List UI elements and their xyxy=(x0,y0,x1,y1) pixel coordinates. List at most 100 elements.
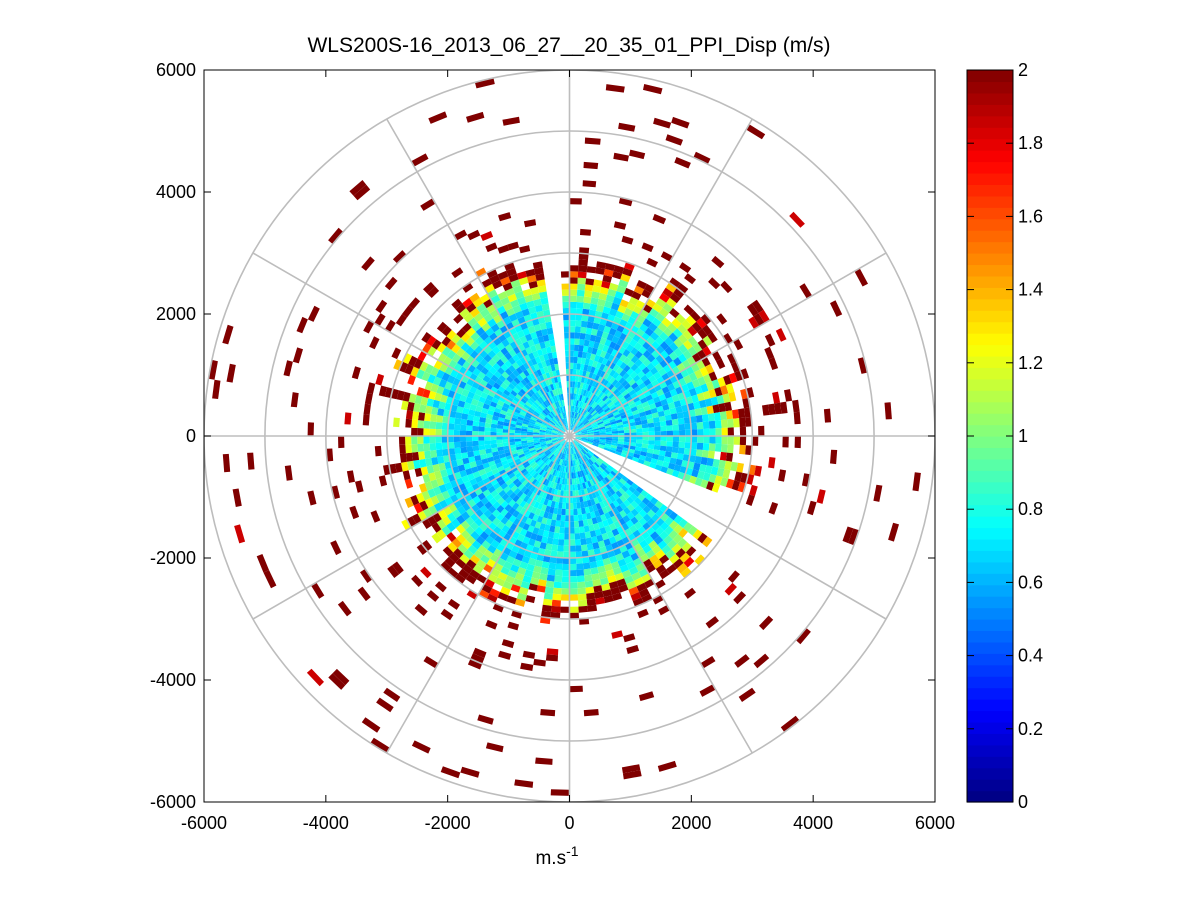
ppi-cell xyxy=(699,684,716,697)
ppi-cell xyxy=(734,370,744,382)
ppi-cell xyxy=(562,563,570,571)
ppi-cell xyxy=(474,475,483,484)
ppi-cell xyxy=(655,354,665,364)
ppi-cell xyxy=(551,418,557,424)
ppi-cell xyxy=(493,393,501,400)
ppi-cell xyxy=(534,422,542,427)
ppi-cell xyxy=(560,426,566,432)
ppi-cell xyxy=(602,461,609,467)
ppi-cell xyxy=(519,561,529,570)
ppi-cell xyxy=(401,461,409,472)
ppi-cell xyxy=(487,349,497,359)
ppi-cell xyxy=(506,267,517,277)
ppi-cell xyxy=(617,443,624,448)
colorbar-step xyxy=(967,710,1013,723)
ppi-cell xyxy=(571,454,574,461)
ppi-cell xyxy=(549,481,555,489)
ppi-cell xyxy=(455,524,466,534)
ppi-cell xyxy=(536,398,543,405)
ppi-cell xyxy=(485,481,493,490)
ppi-cell xyxy=(807,500,817,516)
ppi-cell xyxy=(616,446,624,451)
ppi-cell xyxy=(518,586,529,596)
ppi-cell xyxy=(584,580,594,588)
ppi-cell xyxy=(589,561,598,569)
ppi-cell xyxy=(577,381,581,389)
ppi-cell xyxy=(500,276,511,286)
ppi-cell xyxy=(560,440,566,445)
ppi-cell xyxy=(480,308,490,318)
ppi-cell xyxy=(510,417,518,422)
ppi-cell xyxy=(447,436,454,443)
ppi-cell xyxy=(500,456,507,463)
ppi-cell xyxy=(619,411,627,417)
ppi-cell xyxy=(706,381,715,391)
ppi-cell xyxy=(556,401,561,408)
ppi-cell xyxy=(739,426,747,436)
ppi-cell xyxy=(550,364,556,372)
ppi-cell xyxy=(498,212,512,222)
ppi-cell xyxy=(647,398,655,406)
ppi-cell xyxy=(613,221,627,230)
ppi-cell xyxy=(626,302,636,311)
ppi-cell xyxy=(673,464,682,472)
ppi-cell xyxy=(583,161,599,170)
ppi-cell xyxy=(552,440,559,444)
ppi-cell xyxy=(548,371,554,378)
ppi-cell xyxy=(574,332,581,339)
ppi-cell xyxy=(593,441,600,444)
ppi-cell xyxy=(536,349,544,357)
ppi-cell xyxy=(593,548,601,556)
ppi-cell xyxy=(509,444,516,449)
ppi-cell xyxy=(541,455,547,461)
ppi-cell xyxy=(605,569,615,578)
ppi-cell xyxy=(378,385,388,397)
ppi-cell xyxy=(552,482,557,489)
ppi-cell xyxy=(549,420,556,426)
ppi-cell xyxy=(555,483,560,490)
ppi-cell xyxy=(523,488,531,496)
ppi-cell xyxy=(582,410,588,417)
ppi-cell xyxy=(460,766,480,778)
ppi-cell xyxy=(583,709,599,717)
ppi-cell xyxy=(496,505,505,514)
ppi-cell xyxy=(682,454,690,462)
ppi-cell xyxy=(690,442,698,450)
ppi-cell xyxy=(580,427,587,431)
ppi-cell xyxy=(687,325,698,337)
ppi-cell xyxy=(573,502,578,510)
ppi-cell xyxy=(655,312,666,323)
ppi-cell xyxy=(637,370,646,379)
ppi-cell xyxy=(569,545,576,552)
ppi-cell xyxy=(587,437,594,440)
ppi-cell xyxy=(584,137,601,145)
ppi-cell xyxy=(615,310,624,319)
ppi-cell xyxy=(443,455,451,463)
ppi-cell xyxy=(607,413,614,419)
ppi-cell xyxy=(629,149,646,160)
ppi-cell xyxy=(610,586,621,596)
ppi-cell xyxy=(488,358,497,367)
ppi-cell xyxy=(599,401,606,408)
ppi-cell xyxy=(597,457,604,463)
colorbar-step xyxy=(967,150,1013,163)
ppi-cell xyxy=(561,283,570,290)
ppi-cell xyxy=(601,532,609,541)
ppi-cell xyxy=(560,439,565,445)
ppi-cell xyxy=(549,358,555,366)
ppi-cell xyxy=(585,424,592,429)
colorbar-step xyxy=(967,401,1013,414)
ppi-cell xyxy=(539,428,546,431)
ppi-cell xyxy=(401,305,414,318)
ppi-cell xyxy=(666,297,677,308)
ppi-cell xyxy=(564,332,570,339)
ppi-cell xyxy=(495,475,504,483)
ppi-cell xyxy=(688,409,696,417)
ppi-cell xyxy=(517,451,524,456)
ppi-cell xyxy=(471,466,479,474)
ppi-cell xyxy=(587,451,594,457)
ppi-cell xyxy=(723,374,732,386)
ppi-cell xyxy=(429,421,437,429)
ppi-cell xyxy=(573,356,578,364)
ppi-cell xyxy=(497,291,508,301)
